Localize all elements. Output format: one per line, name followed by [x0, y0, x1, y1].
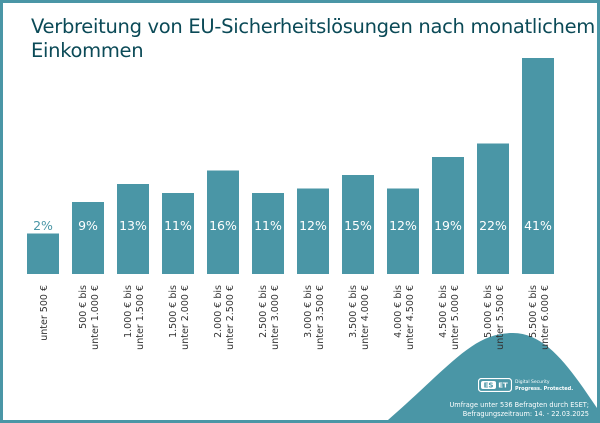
footer-wave	[388, 333, 597, 420]
bar	[387, 188, 419, 274]
svg-text:ET: ET	[498, 382, 508, 390]
bar-value-label: 11%	[254, 218, 282, 233]
category-label: unter 3.000 €	[270, 285, 281, 350]
eset-tagline: Digital Security Progress. Protected.	[515, 380, 573, 393]
category-label: unter 5.000 €	[450, 285, 461, 350]
category-label: unter 500 €	[39, 285, 50, 341]
category-label: unter 6.000 €	[540, 285, 551, 350]
bar-value-label: 2%	[33, 218, 53, 233]
bar-value-label: 12%	[389, 218, 417, 233]
category-label: 2.500 € bis	[258, 285, 269, 338]
bar	[117, 184, 149, 274]
bar-value-label: 12%	[299, 218, 327, 233]
category-label: 4.000 € bis	[393, 285, 404, 338]
bar	[27, 233, 59, 274]
category-label: unter 2.500 €	[225, 285, 236, 350]
bar-value-label: 41%	[524, 218, 552, 233]
chart-title: Verbreitung von EU-Sicherheitslösungen n…	[31, 15, 595, 62]
tagline-line-1: Digital Security	[515, 380, 550, 385]
category-label: unter 1.000 €	[90, 285, 101, 350]
bar	[72, 202, 104, 274]
category-label: 1.000 € bis	[123, 285, 134, 338]
bar	[162, 193, 194, 274]
category-label: 3.000 € bis	[303, 285, 314, 338]
tagline-line-2: Progress. Protected.	[515, 386, 574, 392]
bar	[297, 188, 329, 274]
category-label: 500 € bis	[78, 285, 89, 329]
category-label: 3.500 € bis	[348, 285, 359, 338]
bar	[432, 157, 464, 274]
bar-value-label: 22%	[479, 218, 507, 233]
bar-value-label: 11%	[164, 218, 192, 233]
survey-note-line-2: Befragungszeitraum: 14. - 22.03.2025	[462, 410, 589, 418]
category-label: 5.500 € bis	[528, 285, 539, 338]
survey-note-line-1: Umfrage unter 536 Befragten durch ESET;	[449, 401, 589, 409]
bar-value-label: 19%	[434, 218, 462, 233]
category-label: 4.500 € bis	[438, 285, 449, 338]
bar-value-label: 13%	[119, 218, 147, 233]
category-label: unter 4.000 €	[360, 285, 371, 350]
survey-note: Umfrage unter 536 Befragten durch ESET; …	[449, 401, 589, 419]
category-label: 2.000 € bis	[213, 285, 224, 338]
svg-text:ES: ES	[484, 382, 494, 390]
bar	[207, 170, 239, 274]
bar-value-label: 16%	[209, 218, 237, 233]
category-label: 1.500 € bis	[168, 285, 179, 338]
bar-value-label: 9%	[78, 218, 98, 233]
bar	[477, 143, 509, 274]
bar	[342, 175, 374, 274]
bar	[252, 193, 284, 274]
category-label: unter 1.500 €	[135, 285, 146, 350]
category-label: unter 2.000 €	[180, 285, 191, 350]
category-label: unter 3.500 €	[315, 285, 326, 350]
bar-chart: 2% unter 500 € 9% 500 € bis unter 1.000 € 13%…	[27, 58, 597, 420]
category-label: unter 5.500 €	[495, 285, 506, 350]
category-label: unter 4.500 €	[405, 285, 416, 350]
category-label: 5.000 € bis	[483, 285, 494, 338]
bar-value-label: 15%	[344, 218, 372, 233]
eset-logo: ES ET	[477, 377, 513, 396]
bar	[522, 58, 554, 274]
